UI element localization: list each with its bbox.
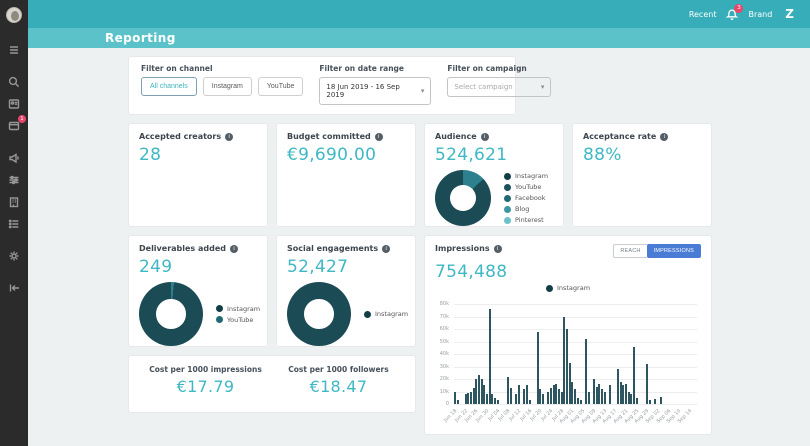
- audience-donut-chart: [435, 170, 491, 226]
- filter-daterange-group: Filter on date range 18 Jun 2019 - 16 Se…: [319, 64, 432, 105]
- campaign-select[interactable]: Select campaign ▾: [447, 77, 552, 97]
- impressions-bar-chart: 80k 70k 60k 50k 40k 30k 20k 10k 0 Jun 18 Jun 22 Ju…: [435, 294, 701, 426]
- card-budget-committed: Budget committed i €9,690.00: [276, 123, 416, 227]
- legend-item: Blog: [504, 205, 548, 213]
- impressions-xlabels: Jun 18 Jun 22 Jun 26 Jun 30 Jul 04 Jul 08 Jul …: [442, 408, 694, 425]
- budget-committed-value: €9,690.00: [287, 145, 377, 165]
- impressions-toggle-button[interactable]: IMPRESSIONS: [646, 244, 701, 258]
- topbar: Recent 3 Brand Z: [28, 0, 810, 28]
- search-icon[interactable]: [3, 71, 25, 93]
- notification-badge: 3: [734, 4, 744, 13]
- info-icon[interactable]: i: [480, 132, 489, 141]
- info-icon[interactable]: i: [493, 244, 502, 253]
- legend-item: Facebook: [504, 194, 548, 202]
- page-title: Reporting: [105, 31, 176, 45]
- card-cost-metrics: Cost per 1000 impressions €17.79 Cost pe…: [128, 355, 416, 413]
- social-legend: Instagram: [364, 310, 408, 318]
- campaigns-icon[interactable]: 1: [3, 115, 26, 137]
- impressions-ylabels: 80k 70k 60k 50k 40k 30k 20k 10k 0: [439, 301, 449, 407]
- filter-campaign-label: Filter on campaign: [447, 64, 527, 73]
- info-icon[interactable]: i: [374, 132, 383, 141]
- info-icon[interactable]: i: [382, 244, 391, 253]
- filter-channel-instagram-button[interactable]: Instagram: [202, 77, 252, 96]
- building-icon[interactable]: [3, 191, 25, 213]
- legend-item: Instagram: [504, 172, 548, 180]
- brand-avatar[interactable]: Z: [785, 7, 794, 21]
- daterange-select[interactable]: 18 Jun 2019 - 16 Sep 2019 ▾: [319, 77, 432, 105]
- cost-impressions-value: €17.79: [176, 377, 235, 396]
- campaigns-badge: 1: [18, 115, 26, 123]
- card-deliverables-added: Deliverables added i 249 Instagram YouTube: [128, 235, 268, 347]
- filter-campaign-group: Filter on campaign Select campaign ▾: [447, 64, 552, 105]
- social-donut-chart: [287, 282, 351, 346]
- acceptance-rate-value: 88%: [583, 145, 622, 165]
- cost-per-1000-followers: Cost per 1000 followers €18.47: [272, 365, 405, 396]
- impressions-value: 754,488: [435, 262, 508, 282]
- recent-label: Recent: [688, 9, 717, 19]
- chevron-down-icon: ▾: [420, 87, 425, 95]
- impressions-legend: Instagram: [435, 284, 701, 292]
- legend-item: YouTube: [216, 316, 260, 324]
- brand-label: Brand: [748, 9, 773, 19]
- sidebar: 1: [0, 0, 28, 446]
- legend-item: YouTube: [504, 183, 548, 191]
- user-avatar[interactable]: [6, 7, 22, 23]
- list-icon[interactable]: [3, 213, 25, 235]
- legend-item: Instagram: [364, 310, 408, 318]
- card-acceptance-rate: Acceptance rate i 88%: [572, 123, 712, 227]
- profile-card-icon[interactable]: [3, 93, 25, 115]
- legend-dot: [545, 284, 553, 292]
- filter-channel-youtube-button[interactable]: YouTube: [257, 77, 304, 96]
- reach-toggle-button[interactable]: REACH: [613, 244, 647, 258]
- chevron-down-icon: ▾: [540, 83, 545, 91]
- audience-legend: Instagram YouTube Facebook Blog Pinterest: [504, 172, 548, 224]
- filter-bar: Filter on channel All channels Instagram…: [128, 56, 552, 115]
- filter-channel-group: Filter on channel All channels Instagram…: [141, 64, 304, 105]
- deliverables-donut-chart: [139, 282, 203, 346]
- card-impressions: Impressions i REACH IMPRESSIONS 754,488 I…: [424, 235, 712, 435]
- legend-item: Instagram: [216, 305, 260, 313]
- filter-channel-all-button[interactable]: All channels: [141, 77, 197, 96]
- impressions-plot: [454, 304, 697, 405]
- collapse-icon[interactable]: [3, 277, 25, 299]
- info-icon[interactable]: i: [225, 132, 234, 141]
- card-accepted-creators: Accepted creators i 28: [128, 123, 268, 227]
- info-icon[interactable]: i: [229, 244, 238, 253]
- accepted-creators-value: 28: [139, 145, 162, 165]
- page-header: Reporting: [28, 28, 810, 48]
- settings-icon[interactable]: [3, 245, 25, 267]
- info-icon[interactable]: i: [660, 132, 669, 141]
- menu-icon[interactable]: [3, 39, 25, 61]
- notifications-bell-icon[interactable]: 3: [725, 4, 744, 21]
- deliverables-added-value: 249: [139, 257, 173, 277]
- megaphone-icon[interactable]: [3, 147, 25, 169]
- legend-item: Pinterest: [504, 216, 548, 224]
- card-social-engagements: Social engagements i 52,427 Instagram: [276, 235, 416, 347]
- cost-followers-value: €18.47: [309, 377, 368, 396]
- audience-value: 524,621: [435, 145, 508, 165]
- filter-daterange-label: Filter on date range: [319, 64, 405, 73]
- filter-channel-label: Filter on channel: [141, 64, 213, 73]
- card-audience: Audience i 524,621 Instagram YouTube Facebo…: [424, 123, 564, 227]
- social-engagements-value: 52,427: [287, 257, 349, 277]
- cost-per-1000-impressions: Cost per 1000 impressions €17.79: [139, 365, 272, 396]
- sliders-icon[interactable]: [3, 169, 25, 191]
- reach-impressions-toggle: REACH IMPRESSIONS: [613, 244, 701, 258]
- deliverables-legend: Instagram YouTube: [216, 305, 260, 324]
